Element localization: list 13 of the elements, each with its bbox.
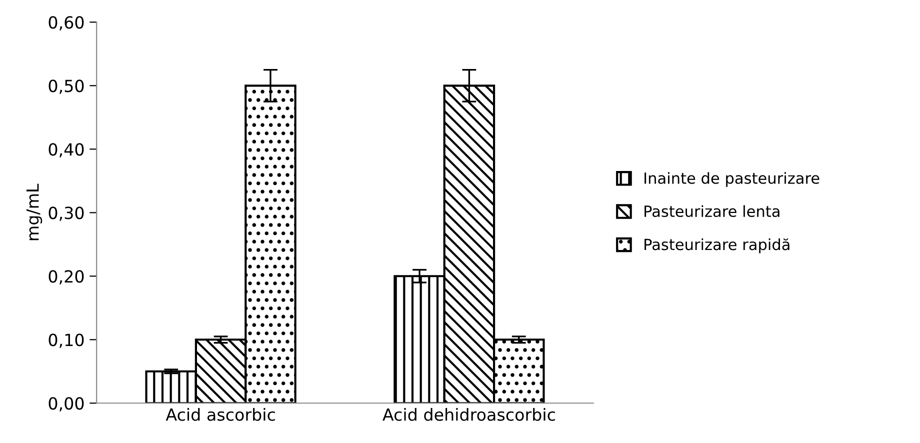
y-tick-label: 0,50: [48, 80, 84, 94]
legend-label: Pasteurizare lenta: [644, 205, 780, 218]
x-tick-label: Acid dehidroascorbic: [382, 408, 555, 421]
y-tick-label: 0,40: [48, 143, 84, 158]
x-tick-label: Acid ascorbic: [166, 408, 275, 421]
y-tick-label: 0,20: [48, 270, 84, 284]
y-tick-label: 0,30: [48, 206, 84, 221]
y-axis-title: mg/mL: [26, 184, 42, 240]
legend-label: Inainte de pasteurizare: [644, 172, 820, 187]
legend-label: Pasteurizare rapidă: [644, 238, 790, 254]
y-tick-label: 0,00: [48, 397, 84, 412]
y-tick-label: 0,10: [48, 334, 84, 348]
y-tick-label: 0,60: [48, 16, 84, 30]
